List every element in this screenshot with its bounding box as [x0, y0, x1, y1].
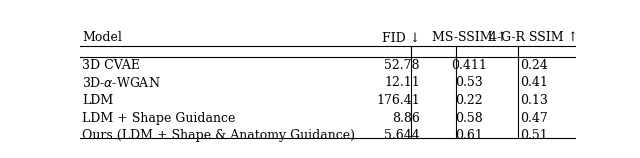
Text: 5.644: 5.644: [384, 129, 420, 142]
Text: 0.41: 0.41: [520, 76, 548, 89]
Text: 0.51: 0.51: [520, 129, 548, 142]
Text: LDM + Shape Guidance: LDM + Shape Guidance: [83, 112, 236, 125]
Text: 0.411: 0.411: [451, 59, 487, 72]
Text: 12.11: 12.11: [384, 76, 420, 89]
Text: 0.53: 0.53: [456, 76, 483, 89]
Text: 3D CVAE: 3D CVAE: [83, 59, 141, 72]
Text: Ours (LDM + Shape & Anatomy Guidance): Ours (LDM + Shape & Anatomy Guidance): [83, 129, 355, 142]
Text: 0.61: 0.61: [456, 129, 483, 142]
Text: 0.22: 0.22: [456, 94, 483, 107]
Text: MS-SSIM ↑: MS-SSIM ↑: [432, 31, 507, 44]
Text: 176.41: 176.41: [376, 94, 420, 107]
Text: 0.47: 0.47: [520, 112, 548, 125]
Text: LDM: LDM: [83, 94, 114, 107]
Text: 0.58: 0.58: [456, 112, 483, 125]
Text: 52.78: 52.78: [384, 59, 420, 72]
Text: 4-G-R SSIM ↑: 4-G-R SSIM ↑: [489, 31, 579, 44]
Text: FID ↓: FID ↓: [381, 31, 420, 44]
Text: 0.13: 0.13: [520, 94, 548, 107]
Text: 0.24: 0.24: [520, 59, 548, 72]
Text: Model: Model: [83, 31, 122, 44]
Text: 8.86: 8.86: [392, 112, 420, 125]
Text: 3D-$\alpha$-WGAN: 3D-$\alpha$-WGAN: [83, 76, 161, 90]
